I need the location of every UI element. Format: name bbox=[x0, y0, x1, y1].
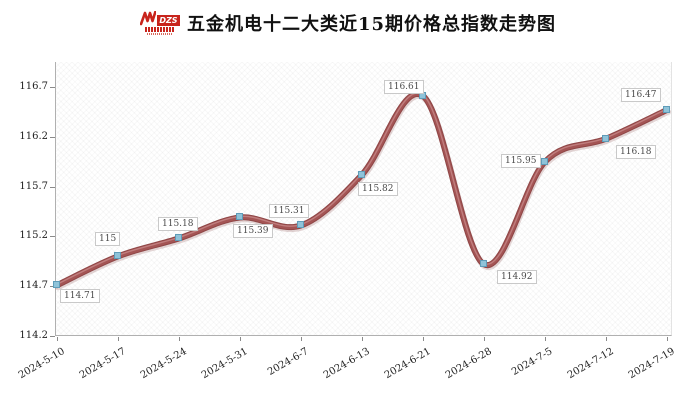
y-axis-tick-label: 116.2 bbox=[19, 130, 48, 142]
data-point-value-label: 115.95 bbox=[501, 153, 541, 168]
chart-header: DZS 五金机电十二大类近15期价格总指数走势图 bbox=[0, 10, 680, 36]
data-point-marker[interactable] bbox=[480, 260, 487, 268]
y-axis-tick-mark bbox=[50, 136, 55, 138]
x-axis-date-label: 2024-6-7 bbox=[266, 346, 311, 378]
x-axis-tick-mark bbox=[240, 337, 241, 341]
data-point-value-label: 115.18 bbox=[158, 217, 198, 232]
x-axis-tick-mark bbox=[362, 337, 363, 341]
x-axis-date-label: 2024-7-19 bbox=[626, 346, 677, 382]
x-axis-date-label: 2024-6-21 bbox=[382, 346, 433, 382]
x-axis-tick-mark bbox=[545, 337, 546, 341]
data-point-value-label: 116.61 bbox=[384, 79, 424, 94]
y-axis-tick-mark bbox=[50, 336, 55, 337]
data-point-value-label: 115.31 bbox=[269, 204, 309, 219]
x-axis-tick-mark bbox=[179, 337, 180, 341]
data-point-marker[interactable] bbox=[297, 221, 304, 229]
data-point-marker[interactable] bbox=[175, 234, 182, 242]
x-axis-date-label: 2024-7-5 bbox=[510, 346, 555, 378]
plot-area bbox=[55, 62, 672, 336]
x-axis-tick-mark bbox=[118, 337, 119, 341]
data-point-marker[interactable] bbox=[236, 213, 243, 221]
data-point-value-label: 115 bbox=[95, 232, 121, 247]
data-point-marker[interactable] bbox=[602, 134, 609, 142]
logo-text: DZS bbox=[157, 15, 180, 26]
x-axis-date-label: 2024-5-17 bbox=[77, 346, 128, 382]
x-axis-tick-mark bbox=[484, 337, 485, 341]
x-axis-date-label: 2024-7-12 bbox=[565, 346, 616, 382]
data-point-marker[interactable] bbox=[663, 105, 670, 113]
x-axis-tick-mark bbox=[606, 337, 607, 341]
y-axis-tick-label: 114.2 bbox=[19, 330, 48, 341]
x-axis-date-label: 2024-5-31 bbox=[199, 346, 250, 382]
x-axis-date-label: 2024-5-24 bbox=[138, 346, 189, 382]
y-axis-tick-mark bbox=[50, 236, 55, 238]
logo-fineprint-line bbox=[146, 33, 173, 35]
data-point-marker[interactable] bbox=[541, 157, 548, 165]
logo-fineprint-bar bbox=[144, 27, 175, 32]
x-axis-tick-mark bbox=[423, 337, 424, 341]
x-axis-date-label: 2024-5-10 bbox=[16, 346, 67, 382]
data-point-value-label: 116.47 bbox=[621, 87, 661, 102]
data-point-value-label: 114.71 bbox=[60, 289, 100, 304]
y-axis-tick-mark bbox=[50, 87, 55, 88]
x-axis-date-label: 2024-6-13 bbox=[321, 346, 372, 382]
chart-title: 五金机电十二大类近15期价格总指数走势图 bbox=[186, 14, 557, 35]
logo-mark: DZS bbox=[140, 11, 180, 26]
data-point-value-label: 114.92 bbox=[497, 270, 537, 285]
x-axis-tick-mark bbox=[57, 337, 58, 341]
y-axis-tick-mark bbox=[50, 186, 55, 188]
data-point-marker[interactable] bbox=[114, 252, 121, 260]
data-point-marker[interactable] bbox=[53, 281, 60, 289]
y-axis-tick-label: 115.7 bbox=[19, 180, 48, 192]
data-point-value-label: 115.82 bbox=[358, 181, 398, 196]
data-point-value-label: 116.18 bbox=[616, 144, 656, 159]
x-axis-tick-mark bbox=[301, 337, 302, 341]
wdzs-logo: DZS bbox=[140, 11, 180, 35]
y-axis-tick-label: 116.7 bbox=[19, 81, 48, 92]
x-axis-tick-mark bbox=[667, 337, 668, 341]
data-point-value-label: 115.39 bbox=[233, 224, 273, 239]
y-axis-tick-label: 115.2 bbox=[19, 230, 48, 242]
logo-w-swoosh-icon bbox=[140, 11, 157, 26]
y-axis-tick-mark bbox=[50, 286, 55, 288]
y-axis-tick-label: 114.7 bbox=[19, 280, 48, 292]
x-axis-date-label: 2024-6-28 bbox=[443, 346, 494, 382]
data-point-marker[interactable] bbox=[358, 170, 365, 178]
